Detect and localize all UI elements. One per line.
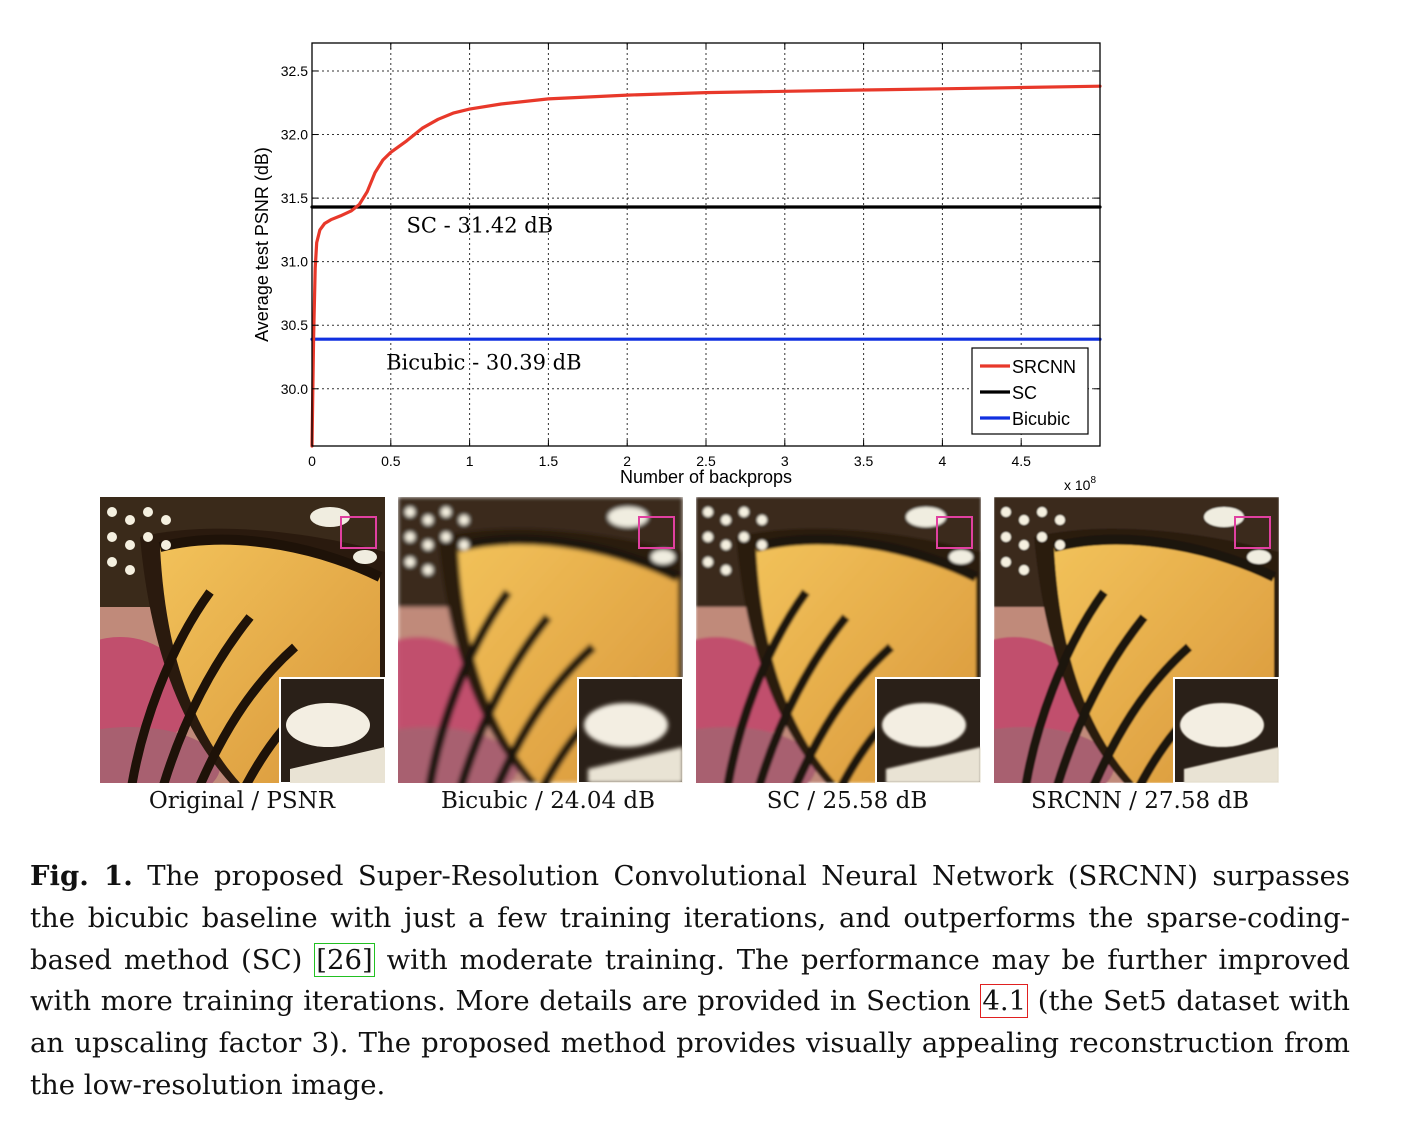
x-axis-multiplier: x 108 [1064,475,1096,493]
x-tick-label: 3.5 [854,453,874,469]
x-multiplier-base: x 10 [1064,477,1091,493]
x-tick-label: 0 [308,453,316,469]
zoom-inset [577,677,683,783]
y-tick-label: 31.5 [281,190,308,206]
zoom-inset [1173,677,1279,783]
caption-text-3: (the Set5 dataset with an upscaling fact… [30,985,1350,1101]
butterfly-image [100,497,385,783]
legend-label-srcnn: SRCNN [1012,357,1076,377]
chart-annotations: SC - 31.42 dB Bicubic - 30.39 dB [386,213,581,374]
citation-link[interactable]: [26] [314,942,375,977]
thumb-srcnn [994,497,1279,783]
y-tick-label: 32.0 [281,127,308,143]
figure-label: Fig. 1. [30,860,133,892]
thumb-caption-original: Original / PSNR [148,788,336,814]
chart-grid [312,43,1100,446]
x-tick-label: 0.5 [381,453,401,469]
annotation-1: Bicubic - 30.39 dB [386,351,581,375]
x-tick-label: 1.5 [539,453,559,469]
y-axis-label: Average test PSNR (dB) [252,147,272,342]
butterfly-image [398,497,683,783]
x-axis-label: Number of backprops [620,467,792,487]
thumb-caption-bicubic: Bicubic / 24.04 dB [440,788,656,814]
y-tick-label: 30.0 [281,381,308,397]
x-tick-label: 2.5 [696,453,716,469]
thumb-caption-sc: SC / 25.58 dB [766,788,928,814]
section-link[interactable]: 4.1 [980,984,1029,1019]
legend-label-bicubic: Bicubic [1012,409,1070,429]
x-tick-label: 4.5 [1011,453,1031,469]
thumb-original [100,497,385,783]
series-line-srcnn [310,84,1102,448]
chart-legend: SRCNN SC Bicubic [971,347,1089,435]
psnr-chart: 0 0.5 1 1.5 2 2.5 3 3.5 4 4.5 30.0 30.5 31.0 31.5 32.0… [252,42,1102,493]
x-multiplier-exponent: 8 [1090,475,1096,486]
thumb-sc [696,497,981,783]
legend-label-sc: SC [1012,383,1037,403]
butterfly-image [994,497,1279,783]
y-tick-label: 31.0 [281,254,308,270]
x-tick-label: 1 [466,453,474,469]
thumb-caption-srcnn: SRCNN / 27.58 dB [1030,788,1250,814]
chart-series [310,84,1102,448]
chart-ticks: 0 0.5 1 1.5 2 2.5 3 3.5 4 4.5 30.0 30.5 31.0 31.5 32.0… [281,43,1100,469]
y-tick-label: 32.5 [281,63,308,79]
figure-caption: Fig. 1. The proposed Super-Resolution Co… [30,856,1350,1107]
y-tick-label: 30.5 [281,317,308,333]
thumb-bicubic [398,497,683,783]
x-tick-label: 3 [781,453,789,469]
x-tick-label: 2 [623,453,631,469]
zoom-inset [875,677,981,783]
caption-text-2: with moderate training. The performance … [30,943,1351,1018]
x-tick-label: 4 [939,453,947,469]
zoom-inset [279,677,385,783]
caption-text-1: The proposed Super-Resolution Convolutio… [30,860,1350,976]
annotation-0: SC - 31.42 dB [407,213,554,237]
butterfly-image [696,497,981,783]
